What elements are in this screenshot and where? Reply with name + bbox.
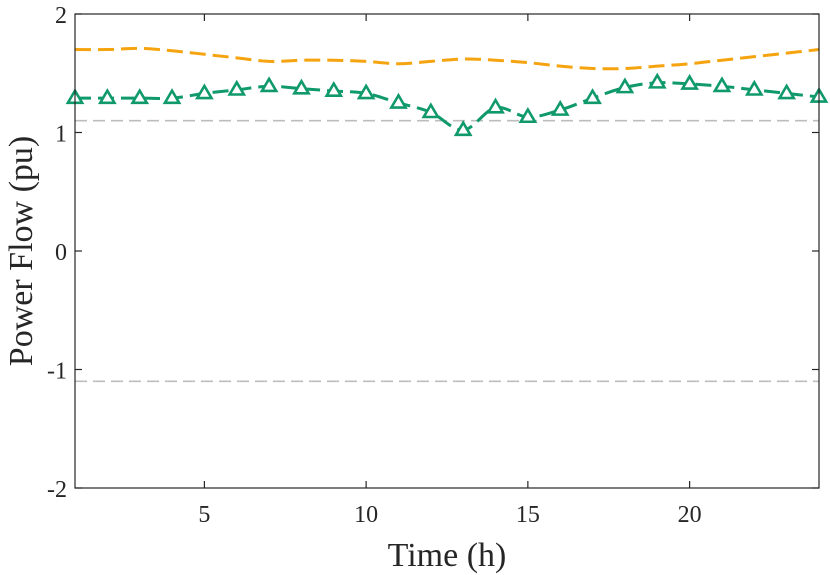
series-1-point-22 [777, 83, 797, 100]
series-1-point-2 [130, 88, 150, 105]
series-1-point-1 [97, 88, 117, 105]
series-1-point-6 [259, 76, 279, 93]
y-tick-label-2: 0 [55, 240, 67, 266]
x-tick-label-1: 10 [354, 502, 378, 528]
y-tick-label-3: 1 [55, 122, 67, 148]
series-1-point-5 [227, 79, 247, 96]
series-1-point-14 [518, 107, 538, 124]
series-layer [65, 46, 829, 137]
series-1-point-8 [324, 80, 344, 97]
series-1-point-4 [194, 83, 214, 100]
series-1-point-16 [583, 88, 602, 105]
series-1-point-15 [550, 99, 570, 116]
x-axis-label: Time (h) [388, 537, 507, 574]
y-tick-label-4: 2 [55, 3, 67, 29]
series-1-point-18 [647, 72, 667, 89]
x-tick-label-3: 20 [678, 502, 702, 528]
series-1-point-11 [421, 102, 441, 119]
series-1-point-17 [615, 77, 635, 94]
series-1-point-13 [486, 97, 505, 114]
series-1-point-3 [162, 88, 182, 105]
series-1-point-7 [292, 78, 311, 95]
tick-labels: 5 10 15 20 -2 -1 0 1 2 [47, 3, 702, 528]
x-tick-label-2: 15 [516, 502, 540, 528]
series-1-point-21 [744, 79, 764, 96]
y-tick-label-1: -1 [47, 359, 67, 385]
series-1-line [75, 81, 820, 132]
series-1-point-20 [712, 76, 732, 93]
x-tick-label-0: 5 [198, 502, 210, 528]
y-axis-label: Power Flow (pu) [3, 136, 40, 366]
series-1-point-10 [389, 92, 408, 109]
series-1-point-9 [356, 83, 376, 100]
reference-lines [75, 119, 819, 383]
series-0-line [74, 46, 820, 71]
series-1-point-12 [453, 120, 473, 137]
axis-ticks [75, 13, 819, 489]
series-1-point-19 [680, 73, 700, 90]
y-tick-label-0: -2 [47, 477, 67, 503]
